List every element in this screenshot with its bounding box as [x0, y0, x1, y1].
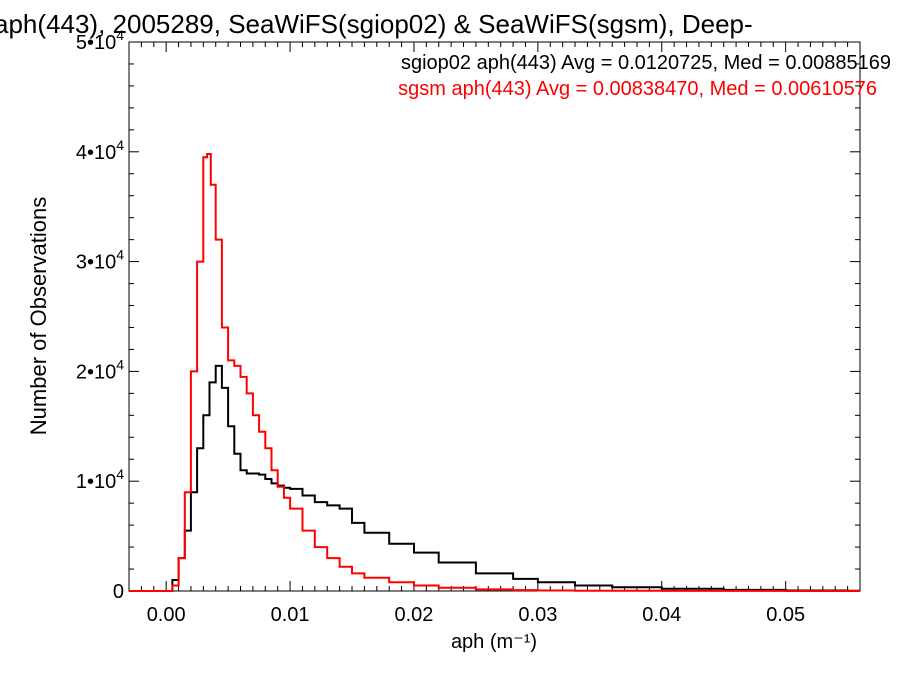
y-axis-label: Number of Observations — [26, 197, 51, 435]
series-sgsm — [129, 153, 860, 592]
y-tick-label: 5•104 — [76, 27, 124, 54]
y-tick-label: 1•104 — [76, 466, 124, 493]
x-tick-label: 0.05 — [766, 604, 805, 626]
y-axis-ticks: 0 1•104 2•104 3•104 4•104 5•104 — [76, 27, 860, 603]
y-tick-label: 0 — [113, 581, 124, 603]
y-tick-label: 2•104 — [76, 356, 124, 383]
legend-entry-sgsm: sgsm aph(443) Avg = 0.00838470, Med = 0.… — [398, 78, 877, 100]
chart-title: aph(443), 2005289, SeaWiFS(sgiop02) & Se… — [0, 9, 753, 39]
series-sgiop02 — [129, 364, 860, 592]
x-tick-label: 0.02 — [394, 604, 433, 626]
x-tick-label: 0.00 — [147, 604, 186, 626]
x-axis-label: aph (m⁻¹) — [451, 631, 537, 653]
x-axis-ticks: 0.00 0.01 0.02 0.03 0.04 0.05 — [128, 42, 849, 626]
x-tick-label: 0.01 — [271, 604, 310, 626]
x-tick-label: 0.04 — [642, 604, 681, 626]
y-tick-label: 3•104 — [76, 247, 124, 274]
plot-frame — [128, 41, 861, 592]
series-lines — [129, 153, 860, 592]
x-tick-label: 0.03 — [518, 604, 557, 626]
y-tick-label: 4•104 — [76, 137, 124, 164]
legend-entry-sgiop02: sgiop02 aph(443) Avg = 0.0120725, Med = … — [401, 52, 891, 74]
